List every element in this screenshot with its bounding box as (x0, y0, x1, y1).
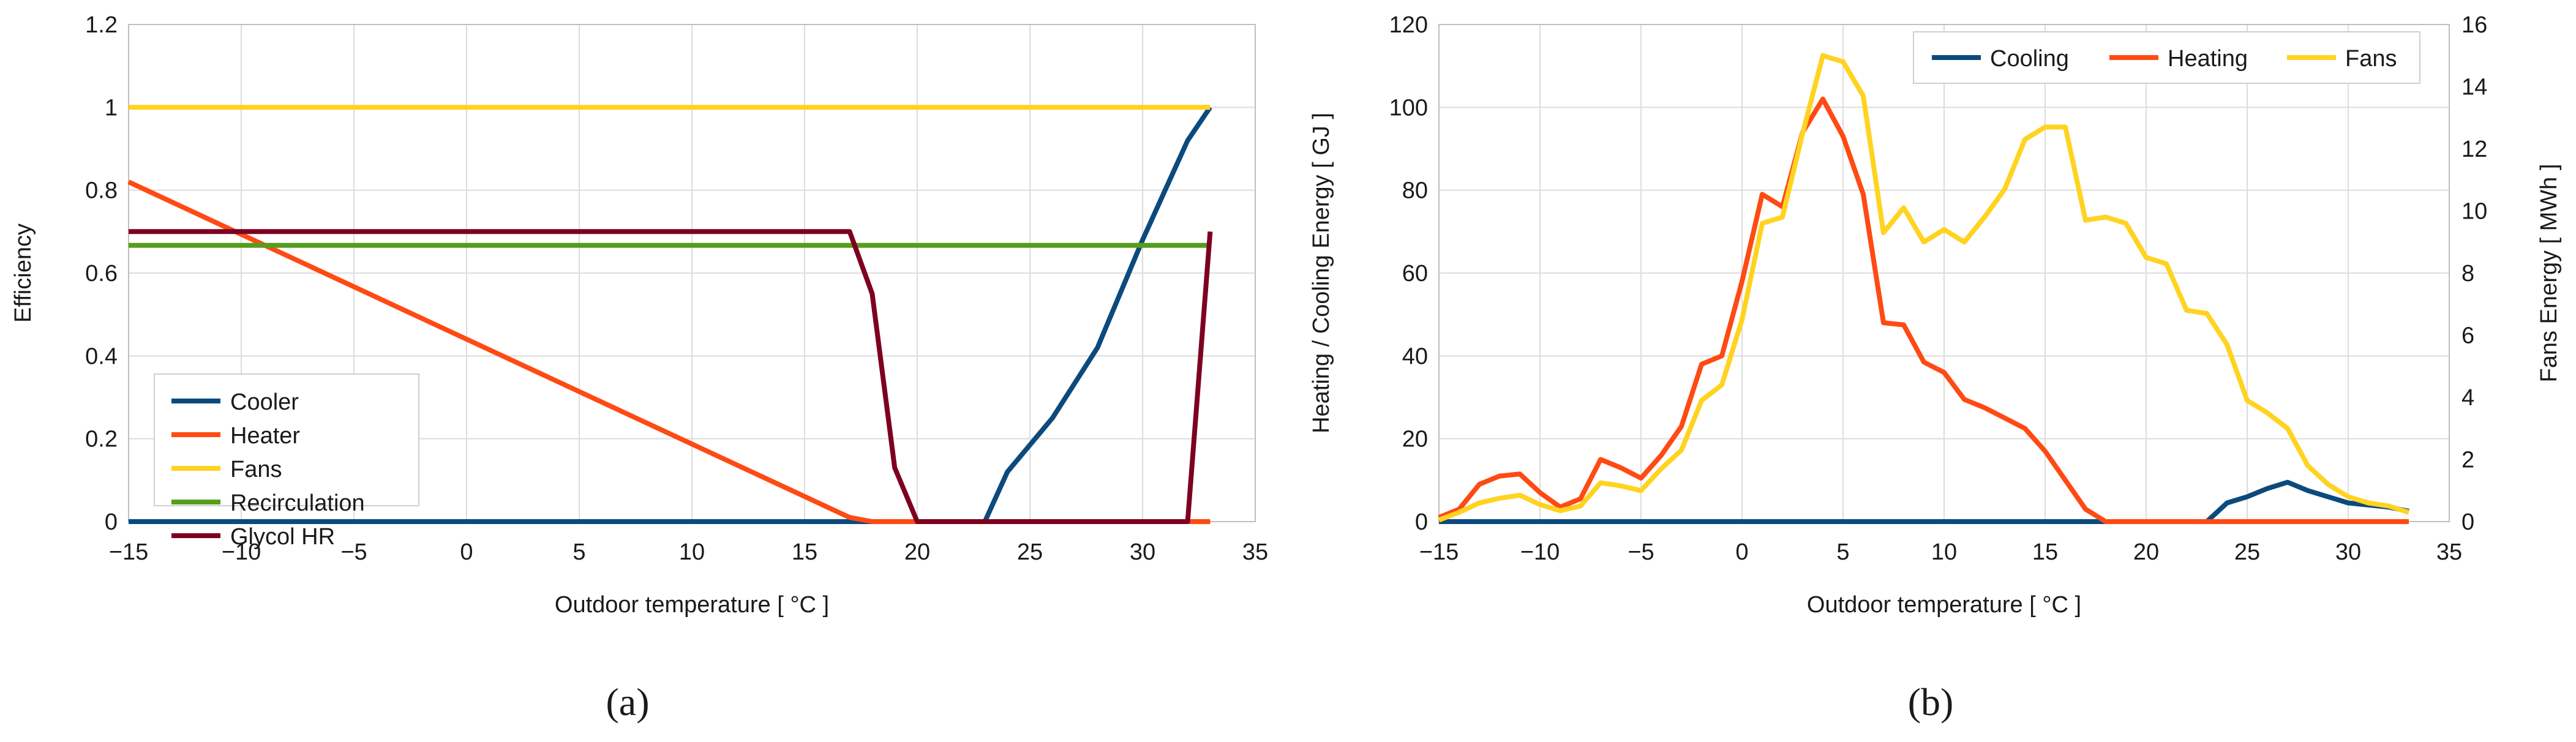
y-tick-label: 40 (1402, 343, 1428, 369)
y2-tick-label: 14 (2461, 75, 2487, 100)
x-tick-label: −5 (340, 539, 367, 565)
x-tick-label: 20 (2133, 539, 2159, 565)
panel-label-a: (a) (606, 680, 649, 724)
y-tick-label: 80 (1402, 178, 1428, 204)
legend-label-recirculation: Recirculation (230, 490, 365, 516)
x-tick-label: 25 (2234, 539, 2260, 565)
y-tick-label: 0 (1415, 509, 1428, 535)
y-tick-label: 20 (1402, 427, 1428, 452)
x-tick-label: 0 (1735, 539, 1748, 565)
y2-tick-label: 12 (2461, 137, 2487, 162)
x-tick-label: 5 (1836, 539, 1849, 565)
x-tick-label: −5 (1628, 539, 1654, 565)
x-tick-label: 10 (1931, 539, 1957, 565)
y2-tick-label: 4 (2461, 385, 2474, 411)
x-axis-label: Outdoor temperature [ °C ] (555, 592, 829, 618)
x-tick-label: 15 (2032, 539, 2058, 565)
y-axis-label: Heating / Cooling Energy [ GJ ] (1309, 113, 1334, 433)
series-line-heating (1438, 96, 2409, 524)
x-tick-label: 30 (1130, 539, 1155, 565)
legend-box (154, 373, 419, 506)
y-tick-label: 0.6 (85, 261, 118, 287)
y-tick-label: 120 (1389, 12, 1428, 38)
chart-a-efficiency: −15 −10 −5 0 5 10 15 20 25 30 35 0 0.2 0.4 0.6 0.8 1 1.2 O… (10, 12, 1268, 618)
y-tick-label: 60 (1402, 261, 1428, 287)
y-tick-label: 0 (105, 509, 118, 535)
legend-label-heating: Heating (2168, 46, 2248, 72)
y-tick-label: 1.2 (85, 12, 118, 38)
x-tick-label: −10 (1520, 539, 1560, 565)
x-tick-label: 5 (573, 539, 585, 565)
y-tick-label: 0.2 (85, 427, 118, 452)
y-axis-label: Efficiency (10, 223, 36, 323)
series-line-cooler (129, 106, 1212, 524)
x-tick-label: 0 (460, 539, 473, 565)
series-line-glycol-hr (129, 229, 1213, 524)
y2-tick-label: 0 (2461, 509, 2474, 535)
y2-tick-label: 10 (2461, 199, 2487, 225)
legend-label-fans: Fans (230, 457, 282, 482)
legend: Cooling Heating Fans (1913, 31, 2420, 84)
y2-tick-label: 6 (2461, 323, 2474, 349)
legend-label-fans: Fans (2345, 46, 2397, 72)
x-tick-label: 15 (792, 539, 817, 565)
x-tick-label: −15 (1419, 539, 1459, 565)
y2-tick-label: 16 (2461, 12, 2487, 38)
legend: Cooler Heater Fans Recirculation Glycol HR (154, 373, 419, 550)
panel-label-b: (b) (1908, 680, 1954, 724)
series-line-fans (1438, 53, 2410, 523)
x-tick-label: 20 (904, 539, 930, 565)
chart-b-energy: −15 −10 −5 0 5 10 15 20 25 30 35 0 20 40 60 80 100 120 0 2 4… (1309, 12, 2562, 618)
y-tick-label: 100 (1389, 95, 1428, 121)
legend-label-heater: Heater (230, 423, 300, 449)
x-tick-label: 30 (2335, 539, 2361, 565)
legend-label-glycol-hr: Glycol HR (230, 524, 335, 550)
y2-tick-label: 8 (2461, 261, 2474, 287)
y-tick-label: 1 (105, 95, 118, 121)
legend-label-cooling: Cooling (1990, 46, 2069, 72)
x-axis-label: Outdoor temperature [ °C ] (1807, 592, 2081, 618)
x-tick-label: 25 (1017, 539, 1043, 565)
y-tick-label: 0.8 (85, 178, 118, 204)
y2-tick-label: 2 (2461, 448, 2474, 473)
y2-axis-label: Fans Energy [ MWh ] (2536, 164, 2562, 383)
x-tick-label: −15 (109, 539, 148, 565)
x-tick-label: 35 (1242, 539, 1268, 565)
x-tick-label: −10 (222, 539, 261, 565)
x-tick-label: 35 (2436, 539, 2462, 565)
y-tick-label: 0.4 (85, 343, 118, 369)
legend-label-cooler: Cooler (230, 389, 299, 415)
x-tick-label: 10 (679, 539, 705, 565)
